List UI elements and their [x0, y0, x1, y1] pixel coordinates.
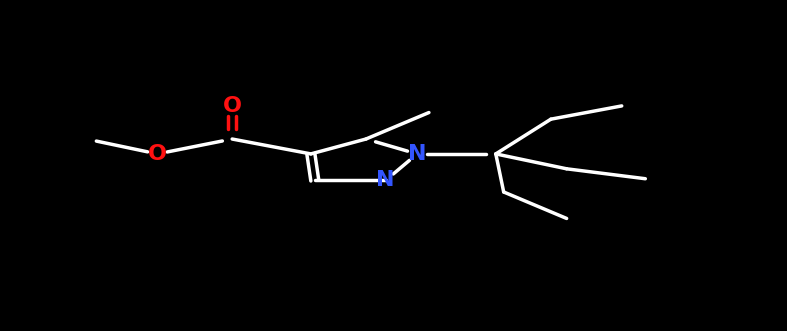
Text: N: N: [408, 144, 427, 164]
Text: N: N: [376, 170, 395, 190]
Text: O: O: [223, 96, 242, 116]
Text: O: O: [148, 144, 167, 164]
